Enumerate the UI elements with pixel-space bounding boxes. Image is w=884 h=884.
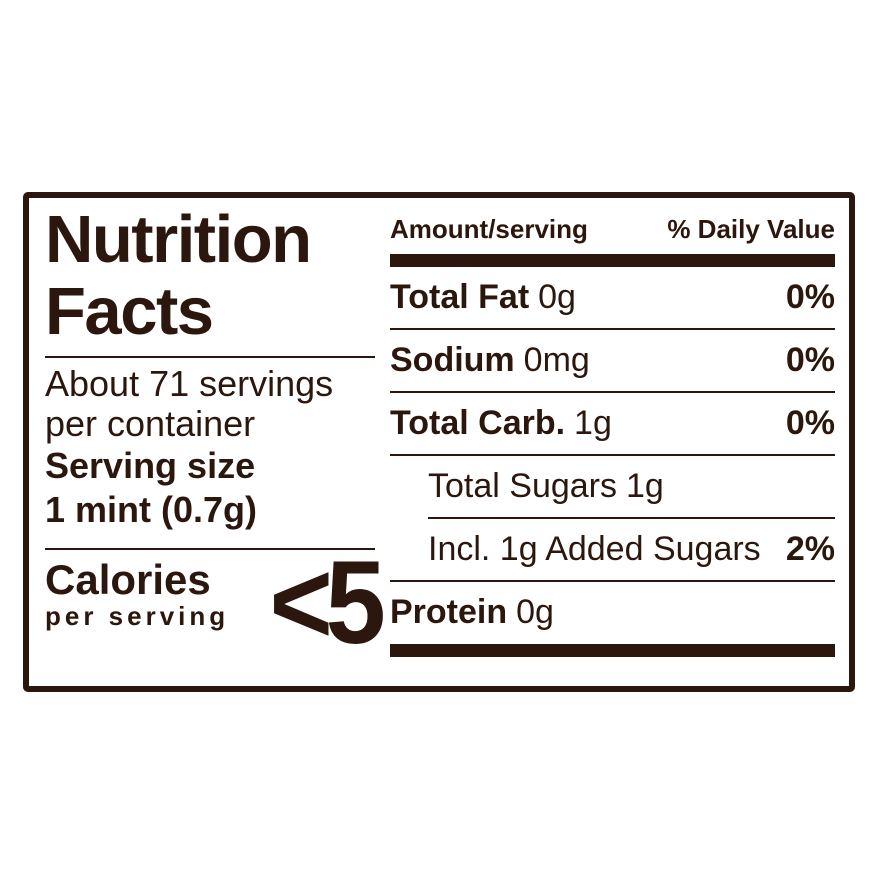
- nutrient-row-total-sugars: Total Sugars 1g: [390, 456, 835, 517]
- nutrient-daily-value: 0%: [785, 278, 835, 316]
- calories-sublabel: per serving: [45, 601, 230, 631]
- label-title: Nutrition Facts: [45, 204, 383, 348]
- nutrient-row-added-sugars: Incl. 1g Added Sugars 2%: [390, 519, 835, 582]
- nutrient-row-sodium: Sodium 0mg 0%: [390, 330, 835, 393]
- nutrient-daily-value: 0%: [785, 341, 835, 379]
- serving-size-value: 1 mint (0.7g): [45, 489, 258, 530]
- nutrient-daily-value: 2%: [785, 530, 835, 568]
- nutrient-amount: 0g: [538, 278, 576, 316]
- label-title-line2: Facts: [45, 274, 214, 349]
- daily-value-header: % Daily Value: [667, 214, 835, 244]
- thick-bar-top: [390, 254, 835, 267]
- nutrient-name: Protein: [390, 593, 508, 631]
- calories-label: Calories: [45, 556, 211, 603]
- calories-value: <5: [269, 537, 386, 669]
- calories-section: Calories per serving <5: [45, 537, 386, 669]
- label-title-line1: Nutrition: [45, 202, 312, 277]
- nutrient-name: Total Sugars: [428, 467, 617, 505]
- amount-per-serving-header: Amount/serving: [390, 214, 588, 244]
- thick-bar-bottom: [390, 644, 835, 657]
- serving-size-label: Serving size: [45, 445, 256, 486]
- servings-per-container: About 71 servings per container: [45, 364, 383, 444]
- nutrient-row-total-carb: Total Carb. 1g 0%: [390, 393, 835, 456]
- divider: [45, 356, 375, 358]
- nutrition-facts-label: Nutrition Facts About 71 servings per co…: [23, 192, 855, 692]
- nutrient-row-total-fat: Total Fat 0g 0%: [390, 267, 835, 330]
- serving-size: Serving size 1 mint (0.7g): [45, 444, 383, 532]
- nutrient-amount: 0mg: [523, 341, 590, 379]
- servings-line1: About 71 servings: [45, 363, 334, 404]
- column-headers: Amount/serving % Daily Value: [390, 214, 835, 244]
- divider: [45, 548, 375, 550]
- label-right-column: Amount/serving % Daily Value Total Fat 0…: [390, 214, 835, 657]
- nutrient-amount: 1g: [626, 467, 664, 505]
- nutrient-amount: 1g: [574, 404, 612, 442]
- nutrient-row-protein: Protein 0g: [390, 582, 835, 643]
- nutrient-name: Sodium: [390, 341, 515, 379]
- label-left-column: Nutrition Facts About 71 servings per co…: [45, 204, 386, 669]
- nutrient-name: Total Carb.: [390, 404, 566, 442]
- nutrient-name: Total Fat: [390, 278, 530, 316]
- nutrient-name: Incl. 1g Added Sugars: [428, 530, 761, 568]
- servings-line2: per container: [45, 403, 256, 444]
- divider-indented: [428, 517, 835, 519]
- nutrient-amount: 0g: [516, 593, 554, 631]
- calories-labels: Calories per serving: [45, 556, 230, 631]
- nutrient-daily-value: 0%: [785, 404, 835, 442]
